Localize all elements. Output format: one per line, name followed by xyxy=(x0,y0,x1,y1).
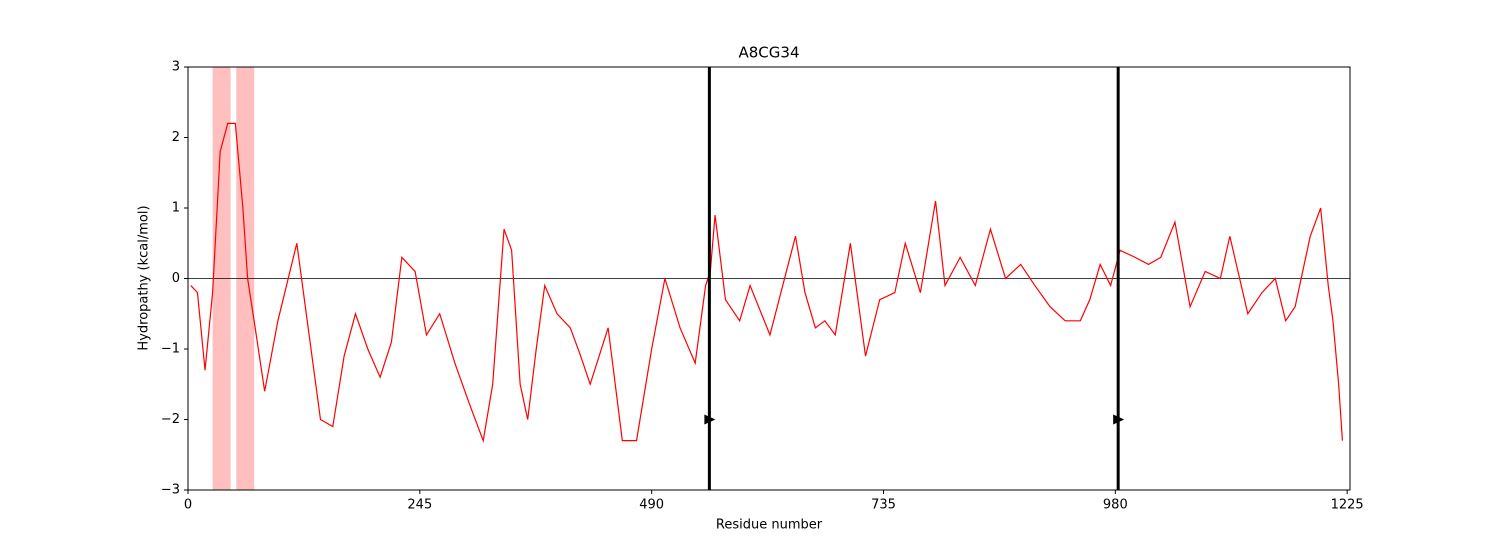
y-tick-label: −3 xyxy=(161,483,180,498)
x-axis-label: Residue number xyxy=(716,518,823,533)
y-tick-label: −1 xyxy=(161,342,180,357)
y-tick-label: 1 xyxy=(172,201,180,216)
marker xyxy=(1113,414,1125,425)
x-tick-label: 980 xyxy=(1103,498,1128,513)
x-tick-label: 490 xyxy=(639,498,664,513)
chart-title: A8CG34 xyxy=(739,44,800,62)
y-tick-label: 0 xyxy=(172,271,180,286)
marker xyxy=(704,414,716,425)
plot-frame xyxy=(187,66,1351,491)
y-tick-label: 3 xyxy=(172,60,180,75)
y-axis-label: Hydropathy (kcal/mol) xyxy=(137,205,152,350)
y-tick-label: 2 xyxy=(172,130,180,145)
x-tick-label: 1225 xyxy=(1331,498,1364,513)
x-tick-label: 245 xyxy=(407,498,432,513)
y-tick-label: −2 xyxy=(161,412,180,427)
hydropathy-line xyxy=(190,122,1344,443)
x-tick-label: 0 xyxy=(184,498,192,513)
x-tick-label: 735 xyxy=(871,498,896,513)
